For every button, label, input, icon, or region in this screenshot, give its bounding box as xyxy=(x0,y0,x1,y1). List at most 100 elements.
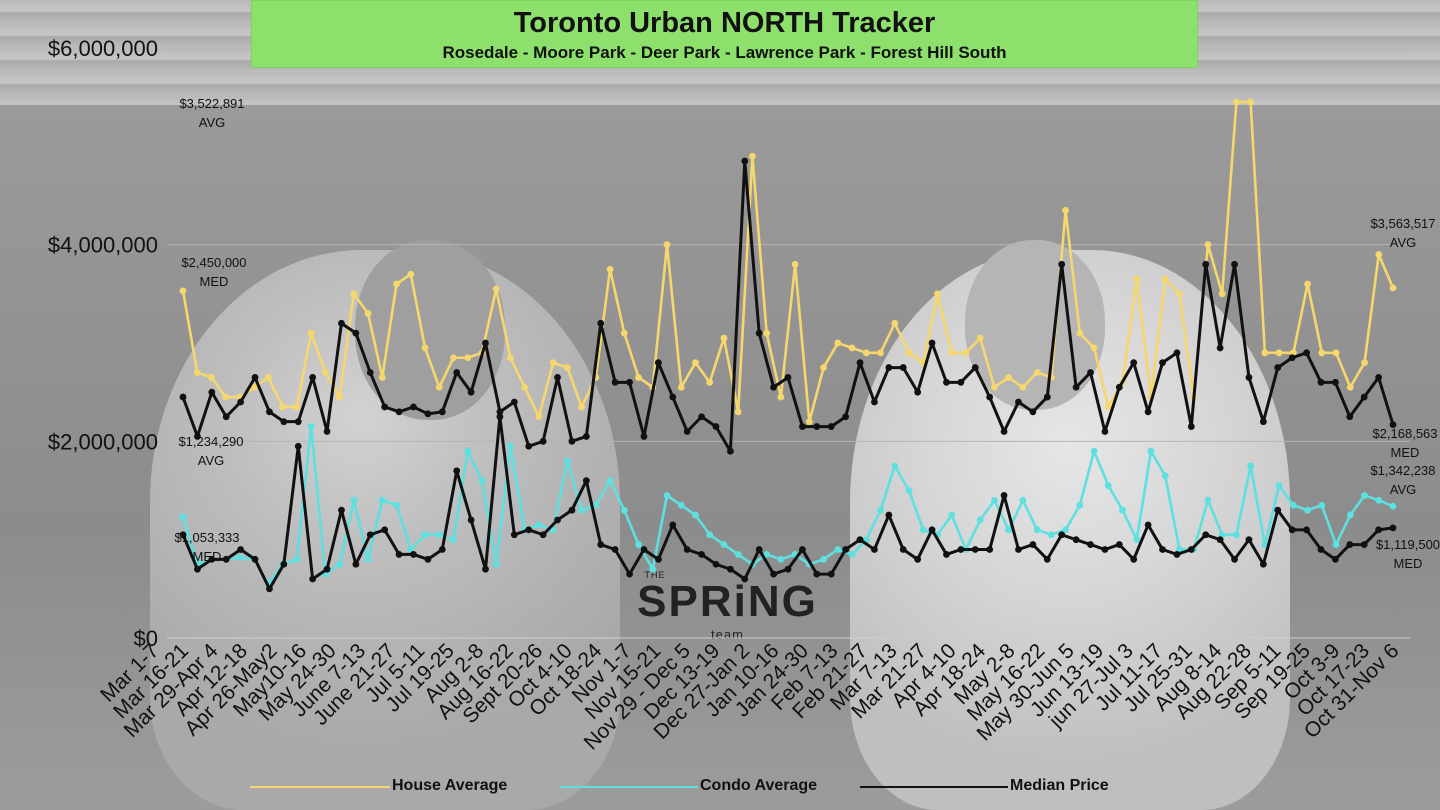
condo-median-point xyxy=(1202,531,1210,539)
house-average-point xyxy=(763,329,771,337)
condo-average-point xyxy=(1033,526,1041,534)
median-price-point xyxy=(1043,393,1051,401)
condo-average-point xyxy=(1076,501,1084,509)
house-average-point xyxy=(1090,344,1098,352)
condo-median-point xyxy=(1173,551,1181,558)
condo-average-point xyxy=(350,496,358,504)
median-price-point xyxy=(1101,428,1109,435)
median-price-point xyxy=(438,408,446,416)
house-average-point xyxy=(563,364,571,371)
median-price-point xyxy=(381,403,389,411)
annotation-value: $2,450,000 xyxy=(181,255,246,270)
condo-average-point xyxy=(1261,541,1269,548)
house-average-point xyxy=(450,354,457,362)
median-price-point xyxy=(222,413,230,421)
house-average-point xyxy=(620,329,628,337)
house-average-point xyxy=(1247,98,1255,106)
median-price-point xyxy=(1144,408,1152,416)
house-average-point xyxy=(307,329,315,337)
house-average-point xyxy=(1104,403,1112,411)
median-price-point xyxy=(309,374,317,381)
condo-average-point xyxy=(1019,496,1027,504)
y-tick-label: $2,000,000 xyxy=(48,429,158,454)
median-price-point xyxy=(1029,408,1037,416)
median-price-point xyxy=(712,423,720,430)
condo-average-point xyxy=(1133,536,1141,544)
median-price-point xyxy=(726,447,734,455)
condo-median-point xyxy=(1087,541,1094,548)
condo-average-point xyxy=(364,555,372,563)
house-average-point xyxy=(663,241,671,249)
median-price-point xyxy=(208,388,216,396)
condo-median-point xyxy=(712,560,720,568)
condo-median-point xyxy=(510,531,518,539)
condo-median-point xyxy=(827,570,835,578)
annotation-value: $2,168,563 xyxy=(1372,426,1437,441)
annotation-value: $3,522,891 xyxy=(179,96,244,111)
background-person-left-head xyxy=(355,240,505,420)
house-average-point xyxy=(1261,349,1269,357)
median-price-point xyxy=(813,423,821,430)
median-price-point xyxy=(1303,349,1310,357)
median-price-point xyxy=(928,339,936,347)
median-price-point xyxy=(194,433,201,440)
condo-median-point xyxy=(683,546,691,553)
condo-average-point xyxy=(578,506,585,514)
condo-average-point xyxy=(421,531,429,539)
median-price-point xyxy=(871,398,878,406)
median-price-point xyxy=(338,319,345,327)
condo-median-point xyxy=(626,570,633,578)
median-price-point xyxy=(482,339,489,347)
condo-average-point xyxy=(692,511,699,519)
median-price-point xyxy=(366,369,374,376)
condo-median-line xyxy=(181,415,1394,591)
median-price-point xyxy=(1216,344,1224,352)
median-price-point xyxy=(237,398,245,406)
condo-median-point xyxy=(640,546,648,553)
condo-average-point xyxy=(720,541,728,548)
condo-average-point xyxy=(1147,447,1155,455)
legend-house-line xyxy=(250,786,390,788)
condo-average-point xyxy=(991,496,998,504)
condo-median-point xyxy=(1360,541,1368,548)
house-average-point xyxy=(976,334,984,342)
condo-average-point xyxy=(1047,531,1055,539)
condo-average-point xyxy=(777,555,785,563)
legend-median-label: Median Price xyxy=(1010,777,1109,794)
house-average-point xyxy=(435,383,443,391)
house-average-point xyxy=(208,374,215,381)
median-price-point xyxy=(525,442,533,450)
median-price-point xyxy=(626,378,633,386)
house-average-point xyxy=(1332,349,1340,357)
median-price-point xyxy=(1087,369,1094,376)
condo-median-point xyxy=(410,551,417,558)
house-average-point xyxy=(350,290,358,298)
condo-average-point xyxy=(834,546,842,553)
chart-title: Toronto Urban NORTH Tracker xyxy=(513,7,936,39)
median-price-point xyxy=(539,437,547,445)
annotation-value: $1,234,290 xyxy=(178,434,243,449)
house-average-point xyxy=(1033,369,1041,376)
condo-median-point xyxy=(323,565,331,573)
condo-average-point xyxy=(649,565,657,573)
condo-median-point xyxy=(770,570,777,578)
condo-median-point xyxy=(943,551,950,558)
median-price-point xyxy=(827,423,835,430)
legend-condo-label: Condo Average xyxy=(700,777,818,794)
title-banner: Toronto Urban NORTH Tracker Rosedale - M… xyxy=(251,0,1198,68)
chart-subtitle: Rosedale - Moore Park - Deer Park - Lawr… xyxy=(442,43,1007,62)
condo-median-point xyxy=(453,467,461,475)
median-price-point xyxy=(640,433,648,440)
condo-median-point xyxy=(179,531,187,539)
condo-average-point xyxy=(478,477,486,485)
condo-median-point xyxy=(395,551,403,558)
median-price-point xyxy=(1274,364,1282,371)
house-average-point xyxy=(1005,374,1013,381)
condo-average-point xyxy=(891,462,899,470)
y-tick-label: $0 xyxy=(134,626,158,651)
median-price-point xyxy=(899,364,907,371)
condo-median-point xyxy=(971,546,979,553)
median-price-point xyxy=(467,388,475,396)
median-price-point xyxy=(683,428,691,435)
house-average-point xyxy=(777,393,785,401)
